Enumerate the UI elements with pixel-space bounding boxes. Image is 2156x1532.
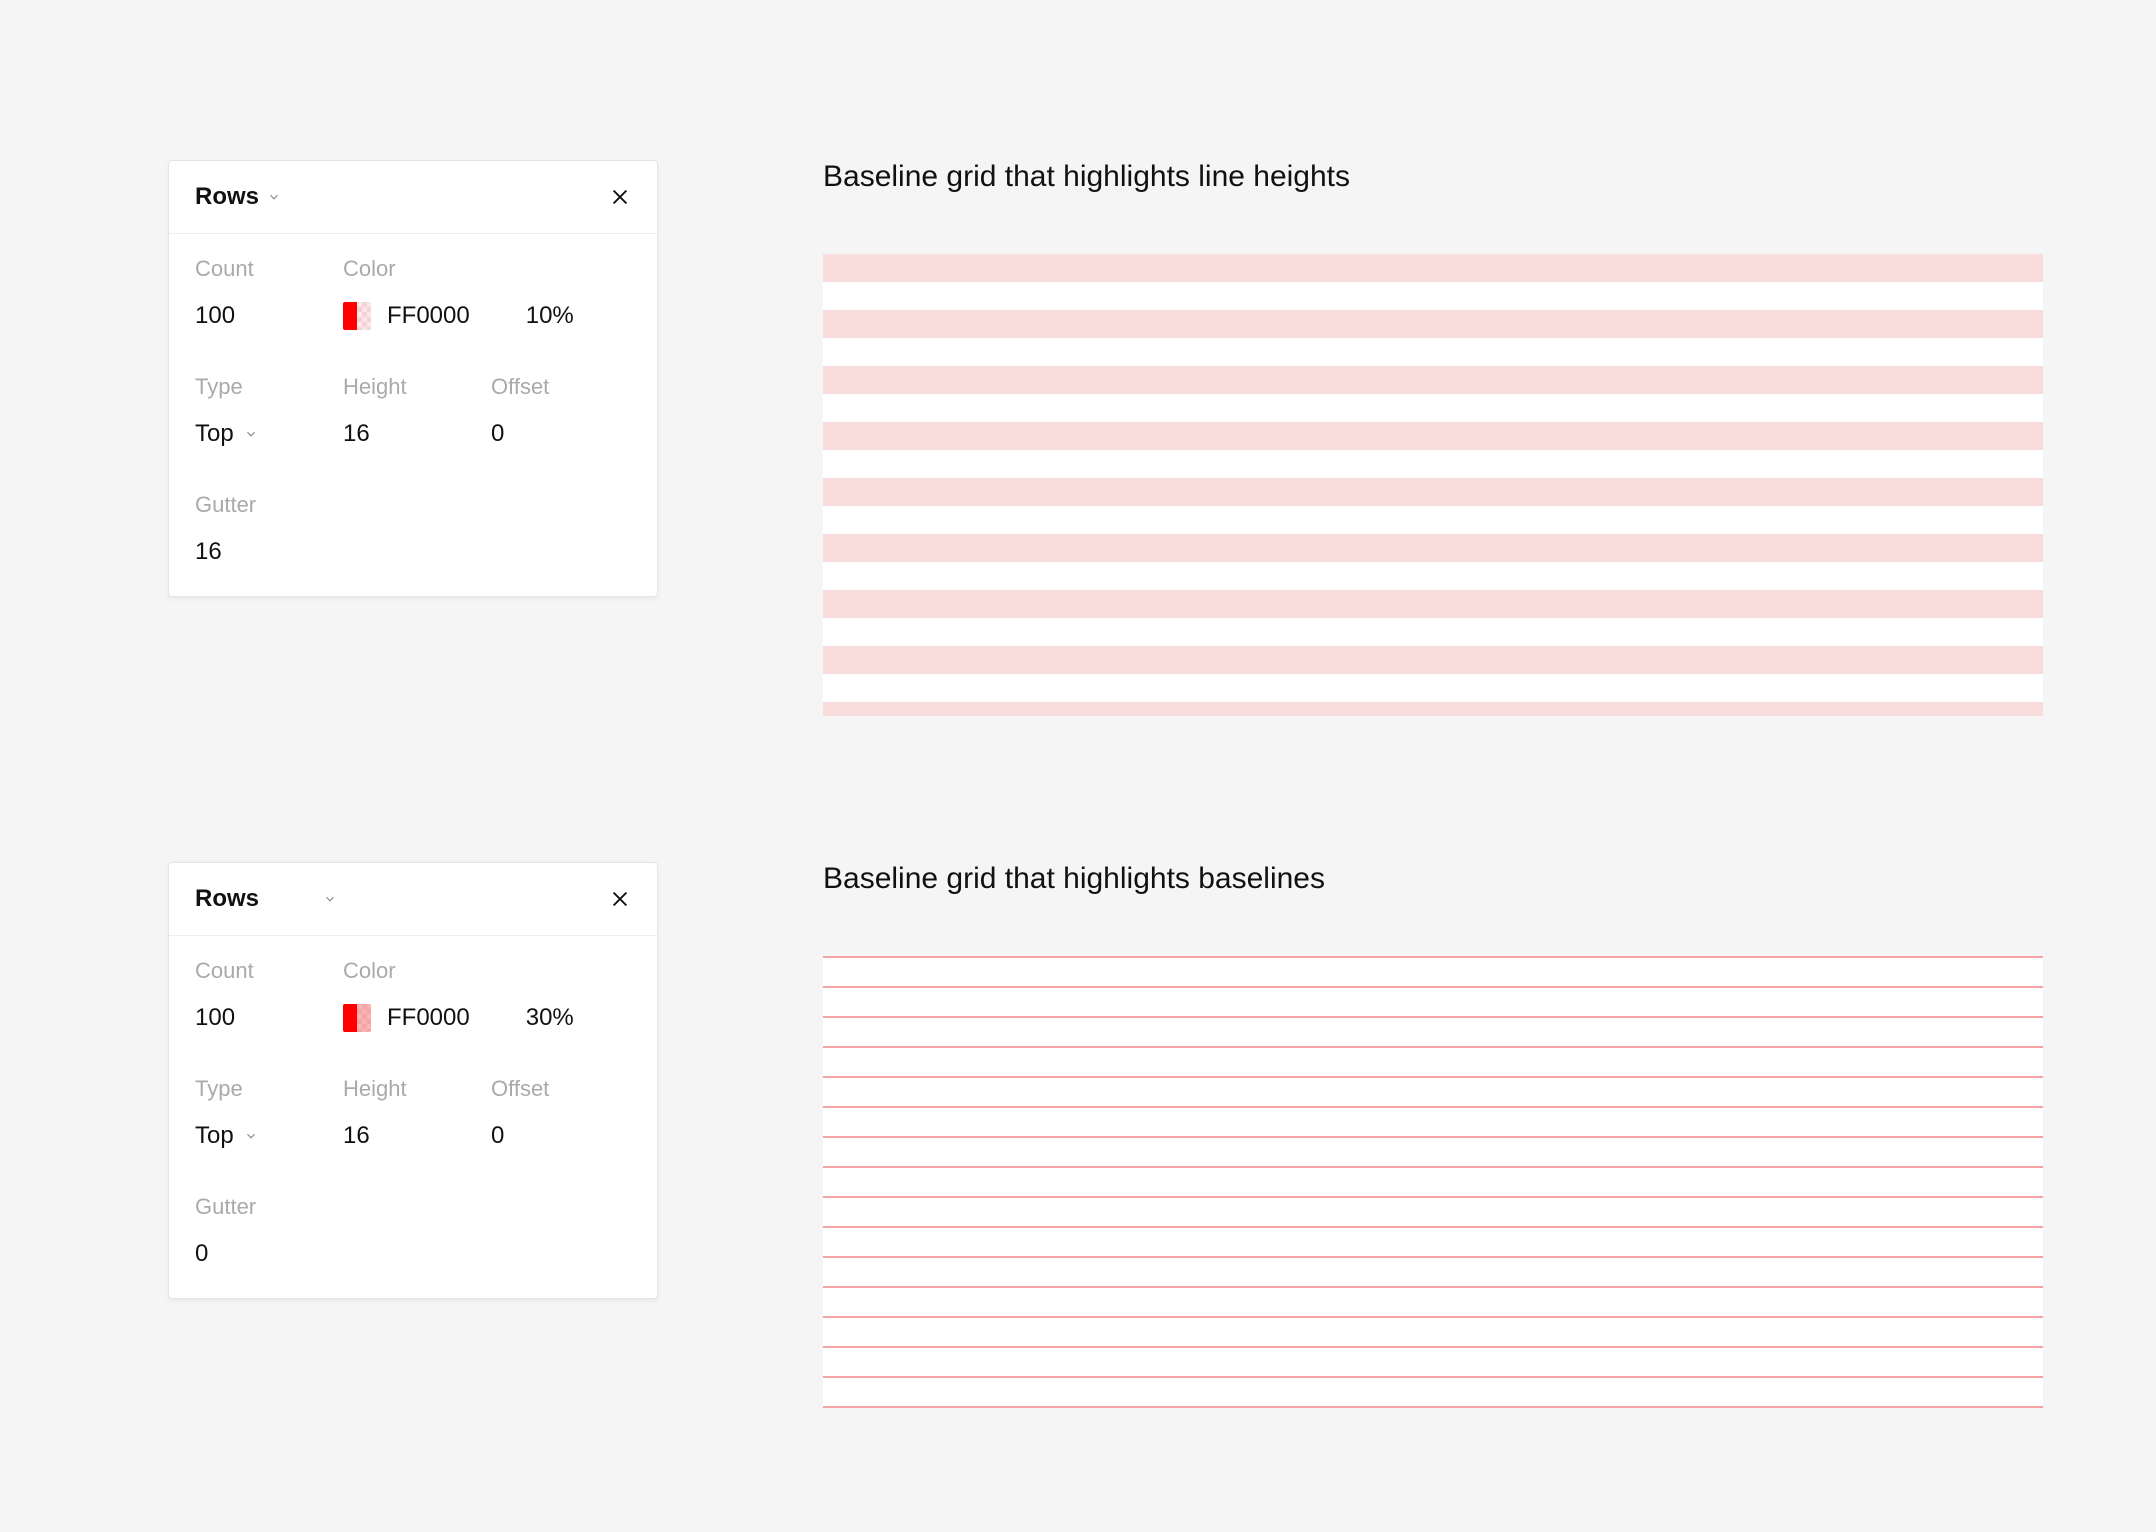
type-value-text: Top	[195, 1122, 234, 1150]
preview-title: Baseline grid that highlights baselines	[823, 862, 2043, 896]
panel-header: Rows	[169, 161, 657, 234]
offset-value: 0	[491, 1122, 631, 1150]
type-value: Top	[195, 420, 335, 448]
type-value-text: Top	[195, 420, 234, 448]
color-label: Color	[343, 958, 631, 984]
close-icon[interactable]	[609, 186, 631, 208]
type-field[interactable]: Type Top	[195, 374, 335, 448]
offset-field[interactable]: Offset 0	[491, 1076, 631, 1150]
color-hex: FF0000	[387, 302, 470, 330]
color-opacity: 10%	[526, 302, 574, 330]
type-label: Type	[195, 1076, 335, 1102]
preview-box	[823, 956, 2043, 1408]
color-value: FF0000 10%	[343, 302, 631, 330]
rows-panel-2: Rows Count 100 Color FF0	[168, 862, 658, 1299]
gutter-value: 0	[195, 1240, 335, 1268]
height-label: Height	[343, 374, 483, 400]
color-swatch-icon	[343, 1004, 371, 1032]
preview-line-heights: Baseline grid that highlights line heigh…	[823, 160, 2043, 716]
height-label: Height	[343, 1076, 483, 1102]
preview-baselines: Baseline grid that highlights baselines	[823, 862, 2043, 1408]
chevron-down-icon	[267, 190, 281, 204]
rows-panel-1: Rows Count 100 Color	[168, 160, 658, 597]
chevron-down-icon	[244, 1129, 258, 1143]
height-value: 16	[343, 1122, 483, 1150]
type-field[interactable]: Type Top	[195, 1076, 335, 1150]
count-label: Count	[195, 958, 335, 984]
gutter-field[interactable]: Gutter 0	[195, 1194, 335, 1268]
close-icon[interactable]	[609, 888, 631, 910]
count-value: 100	[195, 1004, 335, 1032]
preview-title: Baseline grid that highlights line heigh…	[823, 160, 2043, 194]
color-swatch-icon	[343, 302, 371, 330]
gutter-value: 16	[195, 538, 335, 566]
type-value: Top	[195, 1122, 335, 1150]
gutter-label: Gutter	[195, 1194, 335, 1220]
chevron-down-icon	[323, 892, 337, 906]
color-field[interactable]: Color FF0000 30%	[343, 958, 631, 1032]
color-label: Color	[343, 256, 631, 282]
preview-box	[823, 254, 2043, 716]
count-field[interactable]: Count 100	[195, 958, 335, 1032]
section-line-heights: Rows Count 100 Color	[168, 160, 2043, 716]
color-opacity: 30%	[526, 1004, 574, 1032]
color-field[interactable]: Color FF0000 10%	[343, 256, 631, 330]
type-label: Type	[195, 374, 335, 400]
gutter-label: Gutter	[195, 492, 335, 518]
panel-header: Rows	[169, 863, 657, 936]
panel-body: Count 100 Color FF0000 10%	[169, 234, 657, 596]
section-baselines: Rows Count 100 Color FF0	[168, 862, 2043, 1408]
offset-label: Offset	[491, 1076, 631, 1102]
panel-title: Rows	[195, 885, 259, 913]
count-label: Count	[195, 256, 335, 282]
panel-title-dropdown[interactable]: Rows	[195, 183, 281, 211]
panel-title: Rows	[195, 183, 259, 211]
offset-label: Offset	[491, 374, 631, 400]
panel-title-dropdown[interactable]: Rows	[195, 885, 337, 913]
height-field[interactable]: Height 16	[343, 1076, 483, 1150]
count-field[interactable]: Count 100	[195, 256, 335, 330]
count-value: 100	[195, 302, 335, 330]
height-value: 16	[343, 420, 483, 448]
height-field[interactable]: Height 16	[343, 374, 483, 448]
offset-value: 0	[491, 420, 631, 448]
panel-body: Count 100 Color FF0000 30% Type	[169, 936, 657, 1298]
color-hex: FF0000	[387, 1004, 470, 1032]
color-value: FF0000 30%	[343, 1004, 631, 1032]
offset-field[interactable]: Offset 0	[491, 374, 631, 448]
chevron-down-icon	[244, 427, 258, 441]
gutter-field[interactable]: Gutter 16	[195, 492, 335, 566]
